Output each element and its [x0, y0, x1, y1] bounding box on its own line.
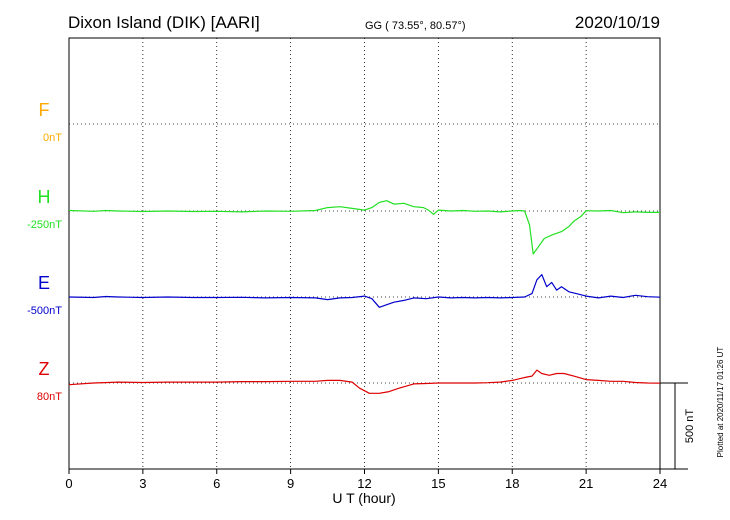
series-line-z: [68, 369, 661, 394]
x-tick-label: 3: [139, 476, 146, 491]
station-title: Dixon Island (DIK) [AARI]: [68, 13, 260, 32]
channel-name-h: H: [38, 187, 51, 207]
scale-bar-label: 500 nT: [684, 409, 696, 444]
x-tick-label: 9: [287, 476, 294, 491]
scale-bar: 500 nT: [660, 382, 696, 470]
baseline-lines: [69, 123, 660, 384]
channel-name-z: Z: [39, 359, 50, 379]
channel-name-f: F: [39, 100, 50, 120]
channel-baseline-f: 0nT: [43, 132, 62, 144]
channel-baseline-z: 80nT: [37, 391, 62, 403]
channel-baseline-h: -250nT: [27, 219, 62, 231]
date-label: 2020/10/19: [575, 13, 660, 32]
x-tick-label: 15: [431, 476, 445, 491]
series-line-h: [68, 200, 660, 255]
geographic-coords: GG ( 73.55°, 80.57°): [365, 20, 466, 32]
x-tick-label: 6: [213, 476, 220, 491]
channel-baseline-e: -500nT: [27, 305, 62, 317]
x-tick-label: 0: [65, 476, 72, 491]
grid-lines: [142, 38, 587, 469]
x-tick-label: 21: [579, 476, 593, 491]
x-axis-label: U T (hour): [332, 490, 395, 506]
x-tick-label: 12: [357, 476, 371, 491]
channel-labels: F 0nT H -250nT E -500nT Z 80nT: [27, 100, 62, 403]
channel-name-e: E: [38, 273, 50, 293]
series-line-e: [68, 274, 661, 308]
x-tick-label: 18: [505, 476, 519, 491]
series-lines: [68, 200, 661, 394]
x-axis-ticks: 0 3 6 9 12 15 18 21 24: [65, 469, 667, 491]
plotted-at-note: Plotted at 2020/11/17 01:26 UT: [716, 347, 725, 458]
x-tick-label: 24: [653, 476, 667, 491]
